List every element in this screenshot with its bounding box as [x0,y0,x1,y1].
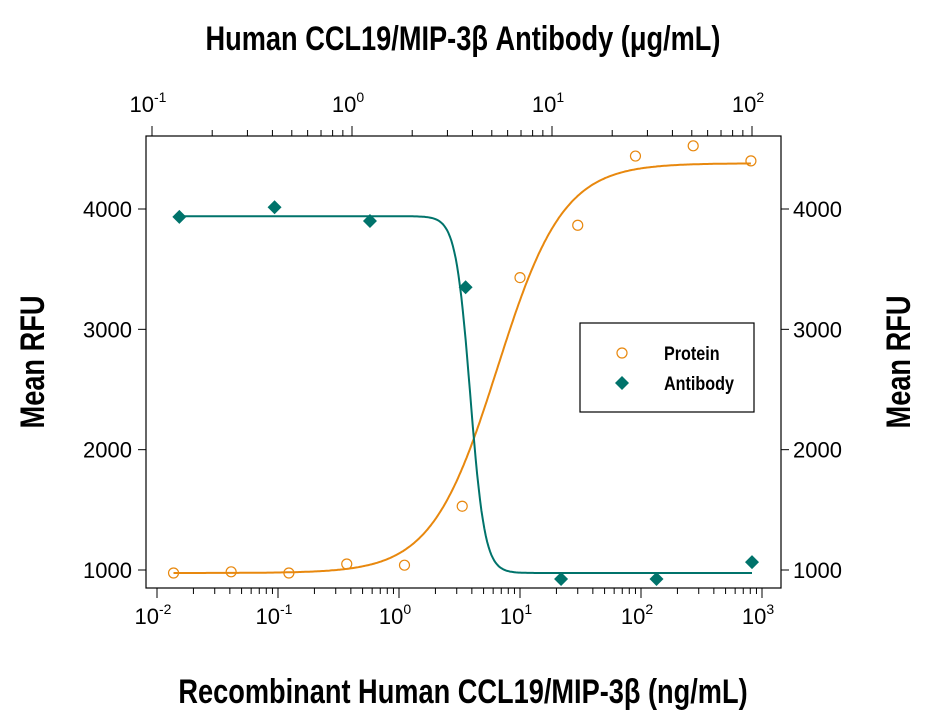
protein-data-point [283,567,295,579]
plot-frame [145,135,782,589]
legend-protein-label: Protein [664,343,720,365]
top-tick-label: 102 [732,89,764,117]
antibody-data-point [649,572,664,587]
protein-data-point [629,150,642,162]
top-axis-title: Human CCL19/MIP-3β Antibody (μg/mL) [206,19,721,58]
protein-data-point [572,219,584,231]
protein-data-point [514,271,526,284]
antibody-data-point [458,280,473,295]
bottom-tick-label: 10-1 [256,601,293,629]
left-tick-label: 4000 [83,197,132,222]
bottom-tick-label: 10-2 [135,601,172,629]
legend-box [579,322,755,413]
right-tick-label: 3000 [793,317,842,342]
protein-data-point [398,559,411,571]
antibody-data-point [267,200,282,215]
legend: Protein Antibody [579,322,755,413]
right-tick-label: 2000 [793,438,842,463]
left-axis-title: Mean RFU [13,296,52,429]
protein-data-point [687,140,699,152]
protein-data-point [167,567,180,579]
bottom-tick-label: 103 [742,601,774,629]
top-tick-label: 10-1 [130,89,167,117]
bottom-tick-label: 101 [500,601,532,629]
top-tick-label: 101 [532,89,564,117]
bottom-axis-title: Recombinant Human CCL19/MIP-3β (ng/mL) [178,672,747,711]
antibody-data-point [554,572,569,587]
right-axis-title: Mean RFU [879,296,918,429]
protein-data-point [225,566,237,578]
legend-antibody-label: Antibody [664,373,734,395]
antibody-data-point [745,555,759,570]
protein-data-point [745,155,757,167]
bottom-tick-label: 102 [621,601,653,629]
protein-data-point [456,500,468,512]
top-tick-label: 100 [332,89,364,117]
left-tick-label: 2000 [83,438,132,463]
protein-fit-curve [173,162,751,574]
protein-data-point [341,558,353,570]
left-tick-label: 3000 [83,317,132,342]
right-tick-label: 1000 [793,558,842,583]
legend-protein-marker [616,347,628,359]
bottom-tick-label: 100 [379,601,411,629]
left-tick-label: 1000 [83,558,132,583]
antibody-data-point [172,209,187,224]
legend-antibody-marker [615,376,629,390]
right-tick-label: 4000 [793,197,842,222]
antibody-data-point [362,214,377,229]
